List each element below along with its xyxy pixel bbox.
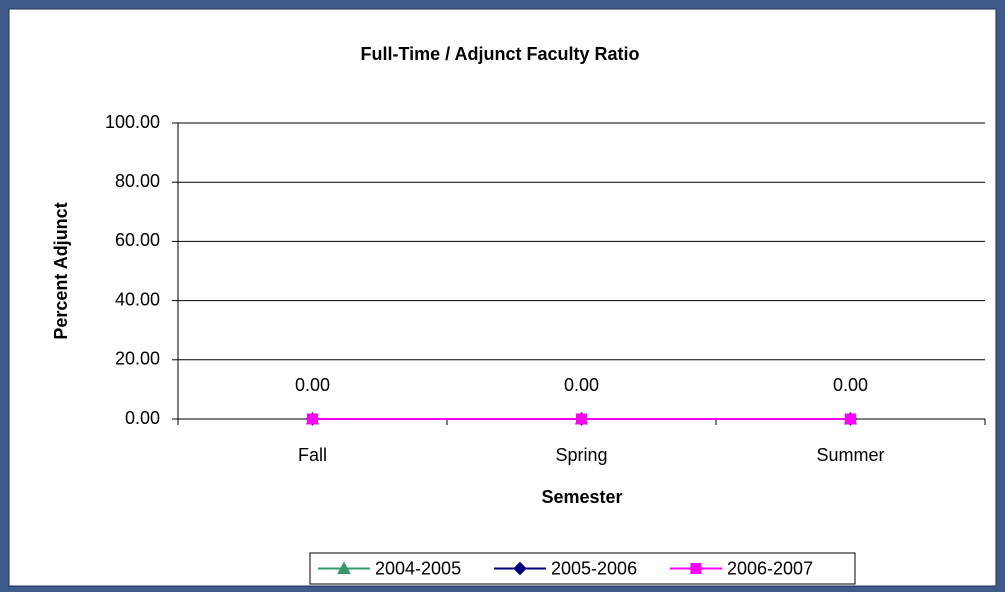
legend [309, 552, 856, 585]
x-tick-label: Spring [555, 445, 607, 465]
x-tick-label: Fall [298, 445, 327, 465]
y-tick-label: 0.00 [125, 408, 160, 428]
data-label: 0.00 [295, 375, 330, 395]
chart-title: Full-Time / Adjunct Faculty Ratio [360, 44, 639, 64]
y-tick-label: 100.00 [105, 112, 160, 132]
point [307, 413, 318, 425]
legend-label: 2005-2006 [551, 558, 637, 578]
legend-label: 2006-2007 [727, 558, 813, 578]
data-label: 0.00 [833, 375, 868, 395]
point [576, 413, 587, 425]
chart-area [8, 8, 997, 587]
y-tick-label: 20.00 [115, 349, 160, 369]
x-tick-label: Summer [816, 445, 884, 465]
data-label: 0.00 [564, 375, 599, 395]
y-tick-label: 40.00 [115, 289, 160, 309]
legend-marker [513, 561, 527, 576]
legend-marker [690, 563, 702, 574]
y-tick-label: 80.00 [115, 171, 160, 191]
legend-label: 2004-2005 [375, 558, 461, 578]
y-axis-label: Percent Adjunct [51, 202, 71, 339]
legend-marker [337, 561, 351, 574]
x-axis-label: Semester [541, 487, 622, 507]
point [845, 413, 856, 425]
y-tick-label: 60.00 [115, 230, 160, 250]
